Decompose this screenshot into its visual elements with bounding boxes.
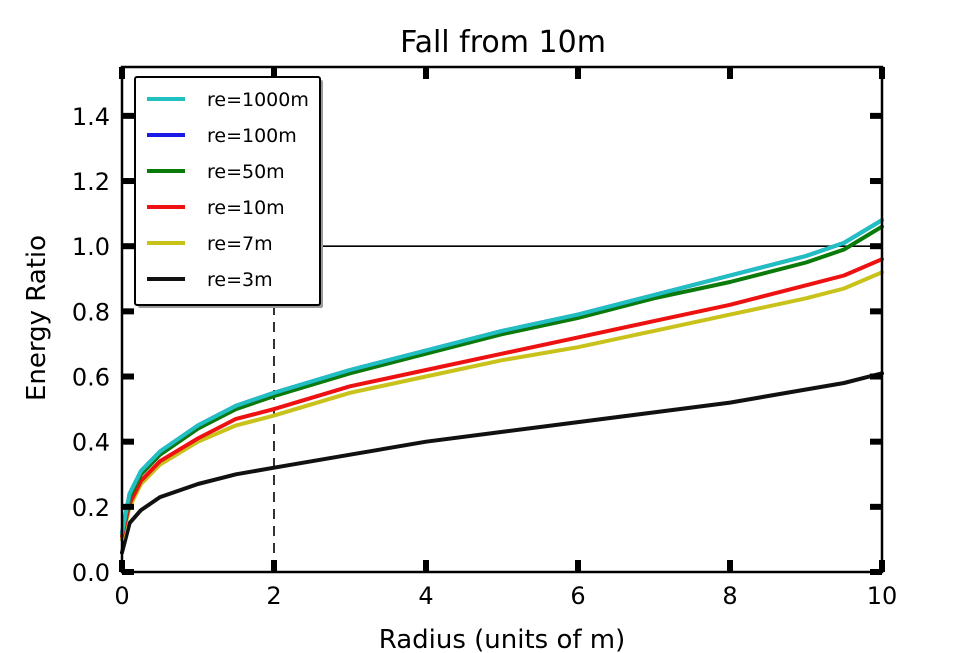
series-line-re-10m xyxy=(120,257,884,539)
legend-label: re=3m xyxy=(207,269,273,291)
legend-label: re=50m xyxy=(207,161,285,183)
y-tick-label: 1.2 xyxy=(72,168,110,196)
y-tick-label: 0.4 xyxy=(72,429,110,457)
series-line-re-50m xyxy=(120,224,884,535)
y-tick-label: 0.0 xyxy=(72,559,110,587)
legend: re=1000m re=100m re=50m re=10m re=7m re=3m xyxy=(134,76,323,308)
x-tick-label: 6 xyxy=(570,582,585,610)
legend-label: re=10m xyxy=(207,197,285,219)
legend-label: re=1000m xyxy=(207,89,309,111)
y-axis-label: Energy Ratio xyxy=(22,235,52,401)
plot-area xyxy=(120,65,884,574)
x-tick-label: 0 xyxy=(114,582,129,610)
y-tick-label: 0.2 xyxy=(72,494,110,522)
y-axis-ticks: 0.0 0.2 0.4 0.6 0.8 1.0 1.2 1.4 xyxy=(72,103,882,587)
x-tick-label: 4 xyxy=(418,582,433,610)
x-tick-label: 10 xyxy=(867,582,898,610)
y-tick-label: 1.0 xyxy=(72,233,110,261)
x-tick-label: 2 xyxy=(266,582,281,610)
series-line-re-3m xyxy=(120,371,884,555)
y-tick-label: 0.6 xyxy=(72,364,110,392)
legend-label: re=100m xyxy=(207,125,297,147)
legend-label: re=7m xyxy=(207,233,273,255)
y-tick-label: 1.4 xyxy=(72,103,110,131)
x-axis-label: Radius (units of m) xyxy=(379,625,626,653)
y-tick-label: 0.8 xyxy=(72,298,110,326)
chart-title: Fall from 10m xyxy=(400,25,606,60)
series-line-re-7m xyxy=(120,270,884,542)
series-line-re-1000m xyxy=(120,218,884,535)
plot-frame xyxy=(120,65,884,574)
x-tick-label: 8 xyxy=(722,582,737,610)
